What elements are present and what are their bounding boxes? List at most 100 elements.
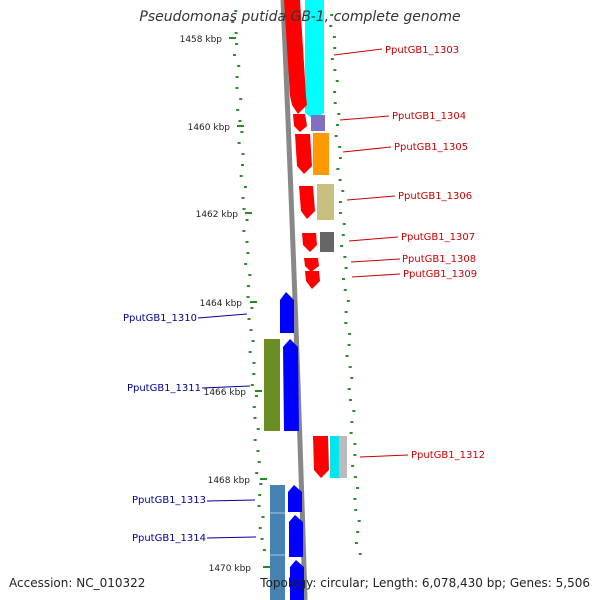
gc-dot [248, 351, 252, 353]
gene-arrow-1312 [313, 436, 329, 478]
gc-dot [238, 120, 242, 122]
gc-dot [356, 531, 360, 533]
gene-arrow-1303 [284, 0, 307, 114]
gc-dot [341, 234, 345, 236]
gene-label-text: PputGB1_1314 [132, 533, 206, 544]
gene-arrow-1306 [299, 186, 315, 219]
gc-dot [241, 153, 245, 155]
gc-dot [342, 278, 345, 280]
gene-label-1303[interactable]: PputGB1_1303 [333, 45, 459, 56]
gene-arrow-1307 [302, 233, 317, 252]
gc-dot [332, 36, 336, 38]
gc-dot [256, 428, 260, 430]
genes-label: Genes: [509, 576, 552, 590]
gene-label-1314[interactable]: PputGB1_1314 [132, 533, 257, 544]
gc-dot [255, 395, 258, 397]
gc-dot [338, 157, 342, 159]
tick-1460: 1460 kbp [188, 123, 244, 133]
gc-dot [337, 113, 341, 115]
gc-dot [233, 54, 236, 56]
tick-label: 1468 kbp [208, 476, 251, 486]
gene-label-text: PputGB1_1305 [394, 142, 468, 153]
gene-label-1313[interactable]: PputGB1_1313 [132, 495, 256, 506]
gc-track-left [231, 10, 266, 551]
feature-bar-1312 [330, 436, 340, 478]
gene-label-text: PputGB1_1308 [402, 254, 476, 265]
gene-label-1305[interactable]: PputGB1_1305 [342, 142, 468, 153]
gene-label-1308[interactable]: PputGB1_1308 [350, 254, 476, 265]
tick-1470: 1470 kbp [209, 564, 270, 574]
gc-dot [356, 487, 359, 489]
gene-label-1311[interactable]: PputGB1_1311 [127, 383, 251, 394]
gc-dot [348, 333, 352, 335]
gc-dot [246, 296, 250, 298]
gc-dot [343, 256, 347, 258]
gc-dot [235, 87, 239, 89]
gc-dot [345, 355, 349, 357]
gene-label-1312[interactable]: PputGB1_1312 [359, 450, 485, 461]
length-value: 6,078,430 bp; [421, 576, 507, 590]
gc-dot [246, 252, 250, 254]
gc-dot [333, 47, 337, 49]
tick-1464: 1464 kbp [200, 299, 257, 309]
gc-dot [242, 208, 246, 210]
gene-label-1306[interactable]: PputGB1_1306 [346, 191, 472, 202]
accession-label: Accession: [9, 576, 73, 590]
gc-dot [333, 102, 337, 104]
gene-label-1310[interactable]: PputGB1_1310 [123, 313, 248, 324]
map-title: Pseudomonas putida GB-1, complete genome [139, 9, 461, 25]
gc-dot [231, 21, 235, 23]
gc-dot [339, 212, 342, 214]
gc-dot [358, 553, 362, 555]
gene-label-1309[interactable]: PputGB1_1309 [351, 269, 477, 280]
tick-label: 1458 kbp [180, 35, 223, 45]
gc-dot [252, 406, 256, 408]
gc-dot [252, 362, 256, 364]
gc-dot [347, 388, 351, 390]
gc-dot [237, 65, 241, 67]
feature-bar-1306 [317, 184, 334, 220]
gc-dot [350, 377, 354, 379]
tick-label: 1464 kbp [200, 299, 243, 309]
feature-bar-1312b [339, 436, 347, 478]
gc-dot [243, 186, 247, 188]
gc-dot [244, 263, 248, 265]
gc-dot [330, 58, 334, 60]
gene-label-text: PputGB1_1312 [411, 450, 485, 461]
gc-dot [257, 461, 261, 463]
topology-value: circular; [320, 576, 369, 590]
gc-dot [237, 142, 241, 144]
tick-1466: 1466 kbp [204, 388, 262, 398]
accession-info: Accession: NC_010322 [9, 576, 145, 590]
gc-dot [260, 538, 264, 540]
gc-dot [252, 373, 256, 375]
tick-label: 1466 kbp [204, 388, 247, 398]
gene-arrow-1310 [280, 292, 294, 333]
gc-dot [259, 483, 263, 485]
gc-dot [250, 384, 254, 386]
gc-dot [241, 164, 244, 166]
feature-bar-1307 [320, 232, 334, 252]
gene-arrow-1308 [304, 258, 319, 272]
genome-summary: Topology: circular; Length: 6,078,430 bp… [260, 576, 590, 590]
gene-arrow-1311 [283, 339, 299, 431]
gc-dot [338, 179, 342, 181]
gc-dot [242, 230, 246, 232]
gc-dot [245, 241, 249, 243]
gc-dot [353, 454, 357, 456]
topology-label: Topology: [260, 576, 317, 590]
gene-label-text: PputGB1_1313 [132, 495, 206, 506]
gene-label-1304[interactable]: PputGB1_1304 [339, 111, 466, 122]
gene-label-1307[interactable]: PputGB1_1307 [348, 232, 475, 243]
genome-backbone [280, 0, 308, 600]
gene-label-text: PputGB1_1307 [401, 232, 475, 243]
gc-dot [333, 69, 337, 71]
gc-dot [349, 432, 353, 434]
gene-label-text: PputGB1_1311 [127, 383, 201, 394]
gc-dot [330, 14, 334, 16]
gene-arrow-1314 [289, 515, 303, 557]
gc-dot [333, 91, 337, 93]
gene-label-text: PputGB1_1303 [385, 45, 459, 56]
gc-dot [251, 340, 255, 342]
